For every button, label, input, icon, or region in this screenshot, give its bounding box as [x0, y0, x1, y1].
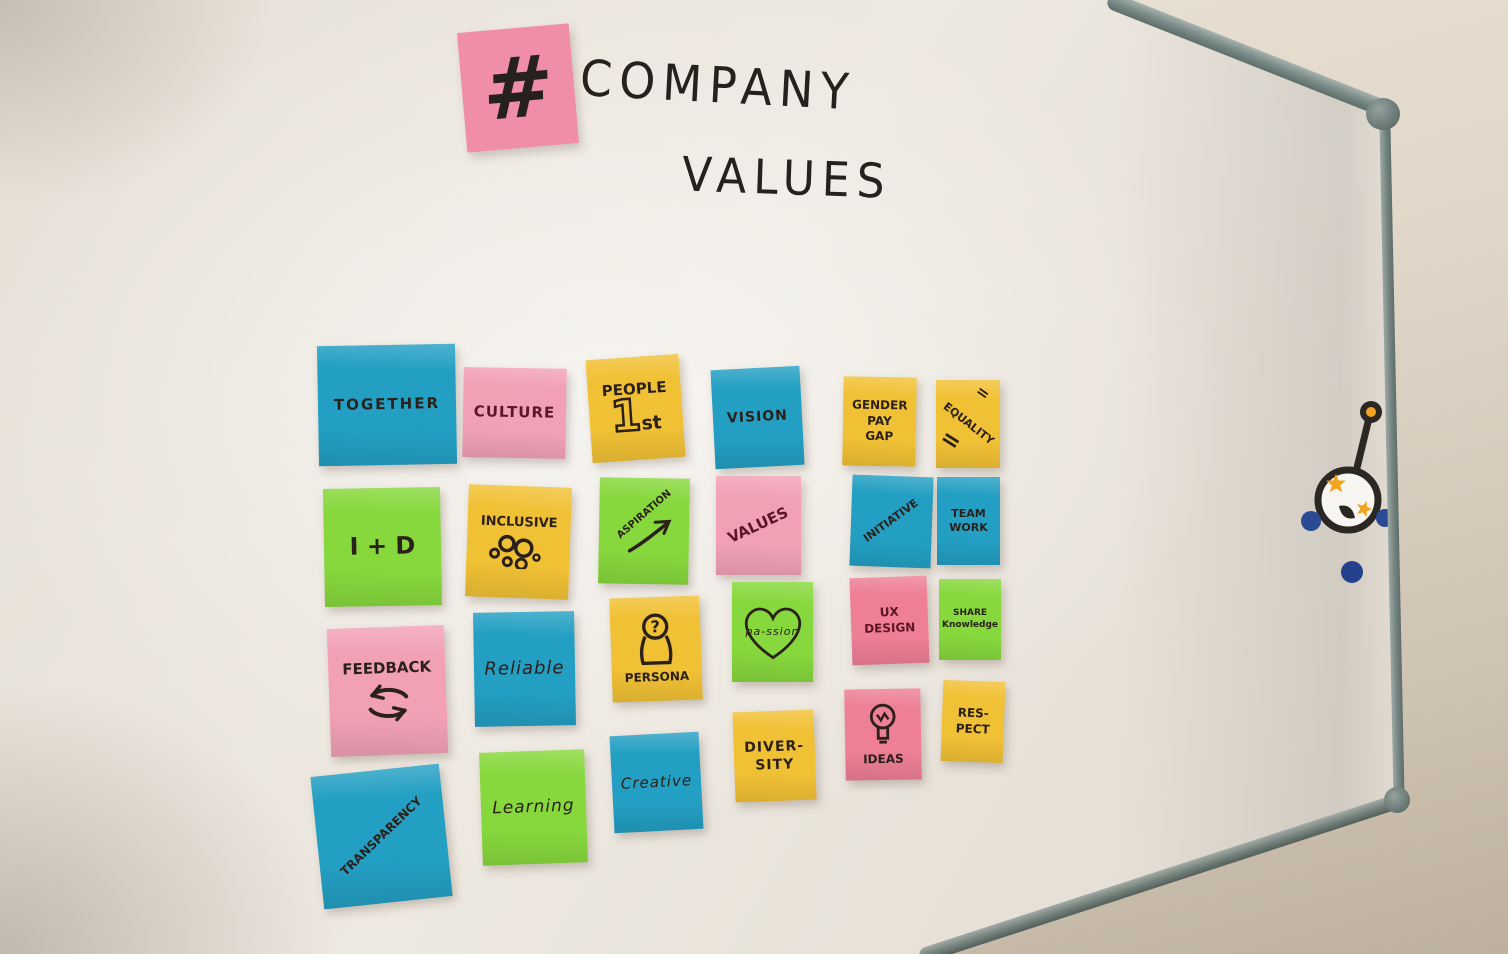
note-label: Reliable [484, 657, 565, 680]
antenna-tip-dot [1366, 407, 1376, 417]
sticky-note-values: VALUES [716, 476, 801, 575]
sticky-note-respect: RES- PECT [940, 679, 1006, 764]
sticky-note-feedback: FEEDBACK [326, 624, 449, 758]
note-label: TOGETHER [333, 394, 441, 415]
sticky-note-creative: Creative [609, 731, 704, 834]
sticky-note-ideas: IDEAS [844, 688, 922, 781]
note-label: UX DESIGN [863, 604, 916, 636]
magnet-left [1301, 511, 1321, 531]
sticky-note-team-work: TEAM WORK [937, 477, 1000, 565]
orbit-robot-logo [1301, 401, 1394, 583]
circles-icon [487, 534, 550, 572]
sticky-note-share-knowledge: SHARE Knowledge [939, 579, 1001, 660]
sticky-note-passion: pa-ssion [732, 582, 813, 682]
heart-icon [737, 599, 809, 665]
sticky-note-inclusive: INCLUSIVE [465, 484, 572, 600]
note-label: FEEDBACK [341, 657, 432, 679]
sticky-note-vision: VISION [710, 365, 805, 470]
note-label: PERSONA [624, 669, 690, 686]
hashtag-symbol: # [482, 35, 554, 141]
frame-corner-cap-top [1366, 98, 1400, 130]
note-label: DIVER- SITY [743, 737, 805, 774]
note-label: INITIATIVE [861, 496, 921, 546]
sticky-note-persona: ? PERSONA [609, 595, 703, 703]
note-label: SHARE Knowledge [941, 607, 999, 630]
logo-circle [1314, 466, 1382, 534]
note-label: VISION [726, 407, 789, 427]
note-label: TEAM WORK [949, 506, 988, 534]
sticky-note-aspiration: ASPIRATION [598, 477, 690, 585]
persona-icon: ? [633, 611, 679, 669]
note-label: IDEAS [863, 751, 904, 767]
sticky-note-together: TOGETHER [316, 343, 458, 467]
bulb-icon [864, 701, 901, 750]
note-label: I + D [349, 531, 416, 561]
sticky-note-culture: CULTURE [462, 367, 567, 459]
sticky-note-transparency: TRANSPARENCY [310, 763, 453, 910]
note-label: PEOPLE 1st [601, 377, 668, 444]
frame-corner-cap-bottom [1384, 787, 1410, 813]
note-label: pa-ssion [745, 624, 800, 638]
title-company: COMPANY [578, 48, 858, 122]
note-label: CULTURE [473, 402, 556, 422]
sticky-note-equality: EQUALITY = = [935, 380, 1000, 468]
sticky-note-gender-pay-gap: GENDER PAY GAP [842, 376, 917, 467]
note-label: Creative [620, 770, 693, 793]
sticky-note-diversity: DIVER- SITY [732, 709, 817, 803]
note-label: Learning [491, 796, 576, 819]
title-values: VALUES [681, 147, 893, 210]
note-label: INCLUSIVE [480, 513, 558, 531]
star-icon [1326, 473, 1346, 493]
star-icon [1357, 500, 1373, 518]
equals-mark: = [971, 381, 994, 405]
hashtag-note: # [456, 23, 580, 153]
sticky-note-people-1st: PEOPLE 1st [585, 353, 686, 464]
cycle-icon [355, 682, 420, 724]
svg-text:?: ? [650, 617, 660, 636]
note-label: RES- PECT [955, 705, 990, 737]
arrow-icon [625, 512, 680, 555]
sticky-note-reliable: Reliable [473, 611, 576, 727]
sticky-note-initiative: INITIATIVE [849, 474, 934, 569]
note-label: VALUES [725, 503, 792, 547]
sticky-note-i-d: I + D [322, 486, 443, 608]
note-label: TRANSPARENCY [337, 793, 425, 879]
sticky-note-ux-design: UX DESIGN [849, 575, 930, 666]
antenna-line [1351, 413, 1374, 477]
sticky-note-learning: Learning [479, 749, 588, 866]
magnet-bottom [1341, 561, 1363, 583]
logo-beak-shape [1339, 505, 1355, 519]
note-label: GENDER PAY GAP [851, 397, 908, 444]
